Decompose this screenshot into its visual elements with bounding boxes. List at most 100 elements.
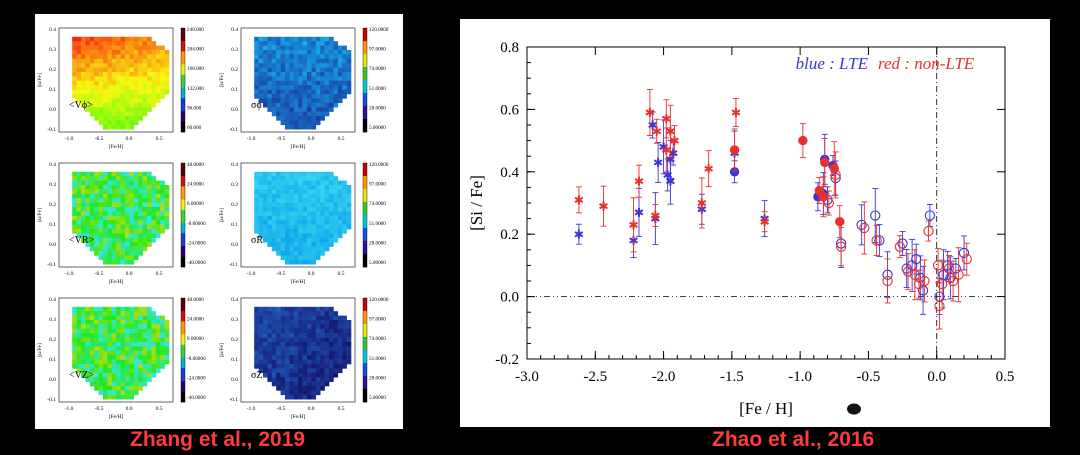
- colorbar-segment: [363, 168, 367, 172]
- colorbar-segment: [363, 93, 367, 96]
- map-pixel: [103, 220, 108, 225]
- map-pixel: [103, 111, 108, 117]
- map-pixel: [293, 94, 299, 99]
- map-pixel: [155, 229, 161, 234]
- map-pixel: [129, 202, 135, 208]
- map-pixel: [98, 233, 104, 239]
- map-x-label: [Fe/H]: [291, 144, 306, 150]
- map-pixel: [107, 215, 113, 221]
- map-pixel: [293, 342, 299, 347]
- colorbar-segment: [363, 74, 367, 78]
- map-pixel: [98, 76, 104, 82]
- map-pixel: [285, 342, 290, 347]
- map-pixel: [276, 67, 281, 73]
- map-pixel: [138, 350, 143, 356]
- map-pixel: [285, 311, 290, 316]
- map-pixel: [116, 315, 121, 321]
- map-pixel: [142, 377, 148, 382]
- map-pixel: [116, 176, 121, 181]
- colorbar-segment: [363, 331, 367, 335]
- map-pixel: [133, 237, 139, 243]
- colorbar-segment: [363, 87, 367, 91]
- colorbar-segment: [363, 303, 367, 307]
- map-pixel: [111, 193, 117, 199]
- map-pixel: [125, 237, 130, 243]
- map-pixel: [271, 311, 277, 316]
- map-pixel: [160, 364, 165, 369]
- map-pixel: [258, 229, 264, 234]
- map-pixel: [155, 368, 161, 374]
- map-pixel: [85, 350, 91, 356]
- map-pixel: [324, 233, 330, 239]
- map-pixel: [324, 333, 330, 338]
- map-pixel: [133, 107, 139, 112]
- colorbar-segment: [181, 225, 185, 229]
- map-pixel: [333, 185, 339, 190]
- map-pixel: [120, 116, 126, 121]
- map-y-tick: -0.1: [47, 127, 56, 133]
- map-pixel: [307, 54, 312, 60]
- map-pixel: [307, 41, 312, 46]
- map-pixel: [133, 58, 139, 64]
- map-symbol: σR: [251, 235, 263, 246]
- map-pixel: [120, 107, 126, 112]
- map-pixel: [129, 229, 135, 234]
- map-pixel: [311, 76, 317, 82]
- map-pixel: [254, 171, 259, 177]
- map-pixel: [302, 116, 308, 121]
- colorbar-segment: [363, 399, 367, 403]
- map-pixel: [81, 80, 86, 86]
- map-pixel: [280, 386, 286, 391]
- map-pixel: [120, 320, 126, 325]
- map-pixel: [111, 229, 117, 234]
- colorbar-segment: [181, 308, 185, 312]
- colorbar-segment: [181, 204, 185, 208]
- map-pixel: [311, 50, 317, 55]
- map-pixel: [81, 237, 86, 243]
- map-pixel: [307, 350, 312, 356]
- map-pixel: [302, 189, 308, 195]
- map-pixel: [333, 54, 339, 60]
- map-pixel: [107, 76, 113, 82]
- y-tick-label: 0.8: [500, 40, 519, 56]
- map-pixel: [111, 211, 117, 217]
- map-pixel: [324, 368, 330, 374]
- map-pixel: [280, 54, 286, 60]
- map-pixel: [98, 328, 104, 334]
- map-pixel: [107, 355, 113, 360]
- map-y-label: [α/Fe]: [219, 208, 225, 222]
- map-pixel: [307, 45, 312, 51]
- map-pixel: [315, 171, 321, 177]
- map-pixel: [98, 89, 104, 95]
- map-pixel: [147, 364, 152, 369]
- map-pixel: [258, 185, 264, 190]
- map-pixel: [155, 89, 161, 95]
- map-pixel: [337, 180, 343, 186]
- map-pixel: [329, 45, 334, 51]
- map-pixel: [120, 337, 126, 343]
- map-pixel: [267, 50, 273, 55]
- map-pixel: [107, 337, 113, 343]
- map-pixel: [293, 180, 299, 186]
- map-pixel: [346, 85, 352, 90]
- map-pixel: [81, 320, 86, 325]
- map-pixel: [133, 215, 139, 221]
- map-pixel: [271, 50, 277, 55]
- map-pixel: [285, 45, 290, 51]
- colorbar-label: 97.0000: [369, 317, 386, 323]
- colorbar-segment: [363, 103, 367, 107]
- map-pixel: [72, 45, 77, 51]
- map-pixel: [129, 36, 135, 42]
- map-pixel: [76, 72, 82, 77]
- map-pixel: [311, 36, 317, 42]
- map-pixel: [311, 328, 317, 334]
- map-pixel: [280, 390, 286, 396]
- map-pixel: [311, 72, 317, 77]
- map-pixel: [333, 355, 339, 360]
- map-pixel: [103, 171, 108, 177]
- map-pixel: [125, 229, 130, 234]
- map-pixel: [107, 102, 113, 108]
- map-pixel: [133, 193, 139, 199]
- map-pixel: [302, 98, 308, 104]
- map-pixel: [138, 337, 143, 343]
